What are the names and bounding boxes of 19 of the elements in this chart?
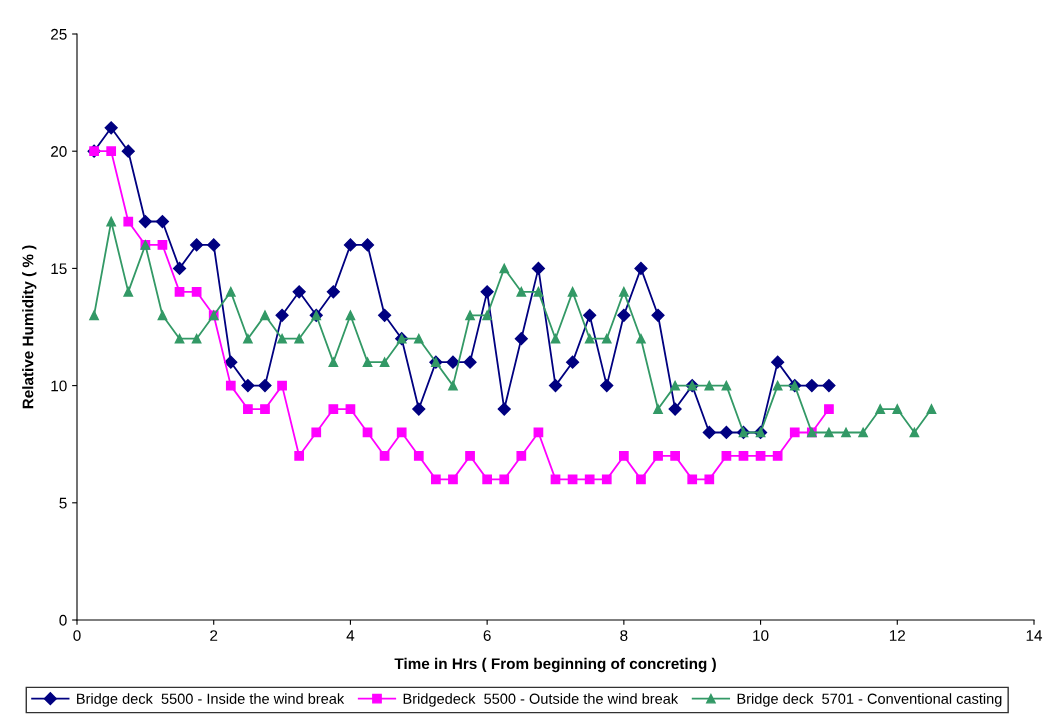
x-tick-label: 14 xyxy=(1026,630,1043,641)
x-tick-label: 6 xyxy=(483,630,491,641)
y-tick-label: 20 xyxy=(51,146,67,157)
x-tick-label: 12 xyxy=(889,630,906,641)
y-tick-label: 25 xyxy=(51,28,67,40)
x-tick-label: 10 xyxy=(753,630,769,641)
y-axis-title: Relative Humidity ( % ) xyxy=(22,245,37,409)
legend-label: Bridgedeck 5500 - Outside the wind break xyxy=(403,693,679,707)
y-tick-label: 0 xyxy=(59,614,67,626)
legend-label: Bridge deck 5701 - Conventional casting xyxy=(737,693,1002,707)
x-tick-label: 2 xyxy=(210,630,218,641)
x-tick-label: 0 xyxy=(73,630,81,641)
legend-label: Bridge deck 5500 - Inside the wind break xyxy=(77,693,345,707)
x-tick-label: 8 xyxy=(620,630,628,641)
x-axis-title: Time in Hrs ( From beginning of concreting ) xyxy=(394,657,716,673)
y-tick-label: 5 xyxy=(59,497,67,509)
x-tick-label: 4 xyxy=(346,630,355,641)
y-tick-label: 15 xyxy=(51,263,67,275)
y-tick-label: 10 xyxy=(51,380,67,392)
